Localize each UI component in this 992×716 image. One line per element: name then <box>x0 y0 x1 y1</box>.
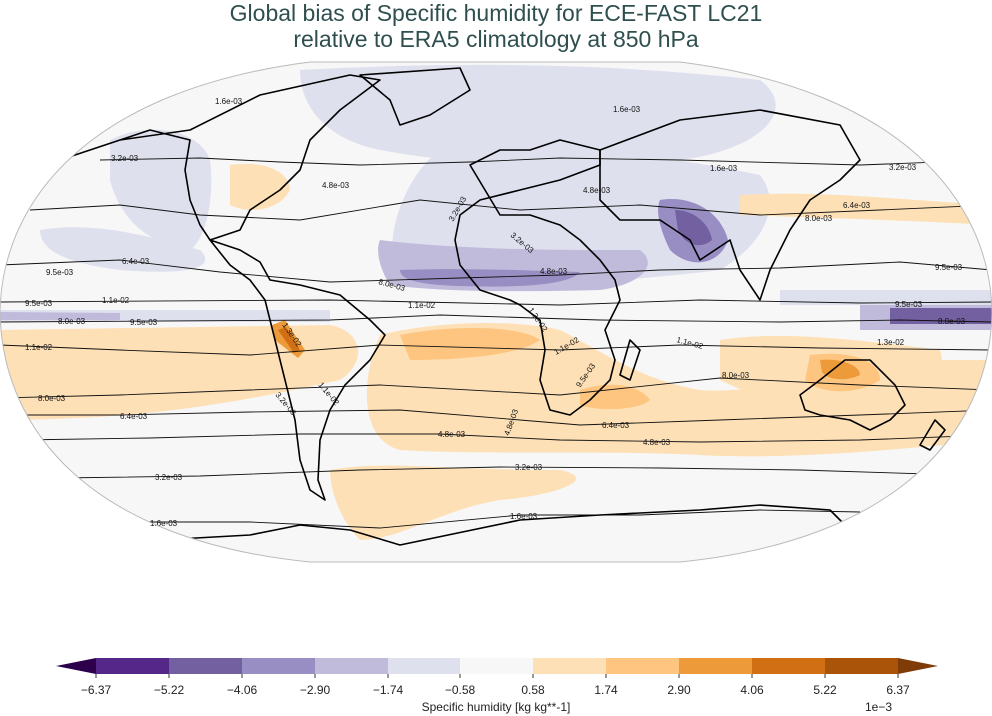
svg-text:4.8e-03: 4.8e-03 <box>540 267 568 276</box>
svg-text:1.3e-02: 1.3e-02 <box>877 338 905 347</box>
svg-text:1.6e-03: 1.6e-03 <box>710 164 738 173</box>
colorbar-over-arrow <box>898 658 938 674</box>
svg-text:4.8e-03: 4.8e-03 <box>322 181 350 190</box>
svg-text:8.0e-03: 8.0e-03 <box>58 317 86 326</box>
svg-text:9.5e-03: 9.5e-03 <box>25 299 53 308</box>
svg-text:1.1e-02: 1.1e-02 <box>25 343 53 352</box>
svg-text:8.0e-03: 8.0e-03 <box>722 371 750 380</box>
svg-text:3.2e-03: 3.2e-03 <box>155 473 183 482</box>
coastlines <box>59 67 946 546</box>
svg-text:4.8e-03: 4.8e-03 <box>438 430 466 439</box>
svg-text:3.2e-03: 3.2e-03 <box>111 154 139 163</box>
svg-text:4.8e-03: 4.8e-03 <box>643 438 671 447</box>
svg-text:1.6e-03: 1.6e-03 <box>510 512 538 521</box>
svg-text:1.6e-03: 1.6e-03 <box>150 519 178 528</box>
svg-text:8.0e-03: 8.0e-03 <box>38 394 66 403</box>
svg-text:3.2e-03: 3.2e-03 <box>889 163 917 172</box>
svg-text:9.5e-03: 9.5e-03 <box>895 300 923 309</box>
colorbar <box>56 658 938 678</box>
colorbar-under-arrow <box>56 658 96 674</box>
svg-text:1.6e-03: 1.6e-03 <box>613 105 641 114</box>
chart-title: Global bias of Specific humidity for ECE… <box>0 0 992 52</box>
contour-lines <box>0 157 992 529</box>
svg-text:9.5e-03: 9.5e-03 <box>46 268 74 277</box>
svg-text:9.5e-03: 9.5e-03 <box>130 318 158 327</box>
map-field <box>0 62 992 562</box>
svg-text:4.8e-03: 4.8e-03 <box>583 186 611 195</box>
svg-text:3.2e-03: 3.2e-03 <box>515 463 543 472</box>
svg-text:1.1e-02: 1.1e-02 <box>102 296 130 305</box>
title-line-2: relative to ERA5 climatology at 850 hPa <box>293 26 699 52</box>
svg-text:1.6e-03: 1.6e-03 <box>215 97 243 106</box>
svg-text:6.4e-03: 6.4e-03 <box>120 412 148 421</box>
title-line-1: Global bias of Specific humidity for ECE… <box>229 0 763 26</box>
svg-text:8.0e-03: 8.0e-03 <box>805 214 833 223</box>
svg-text:1.1e-02: 1.1e-02 <box>408 301 436 310</box>
svg-text:8.0e-03: 8.0e-03 <box>938 317 966 326</box>
svg-text:9.5e-03: 9.5e-03 <box>935 263 963 272</box>
globe-outline <box>0 61 992 563</box>
svg-text:6.4e-03: 6.4e-03 <box>602 421 630 430</box>
svg-text:6.4e-03: 6.4e-03 <box>122 257 150 266</box>
svg-text:6.4e-03: 6.4e-03 <box>843 201 871 210</box>
